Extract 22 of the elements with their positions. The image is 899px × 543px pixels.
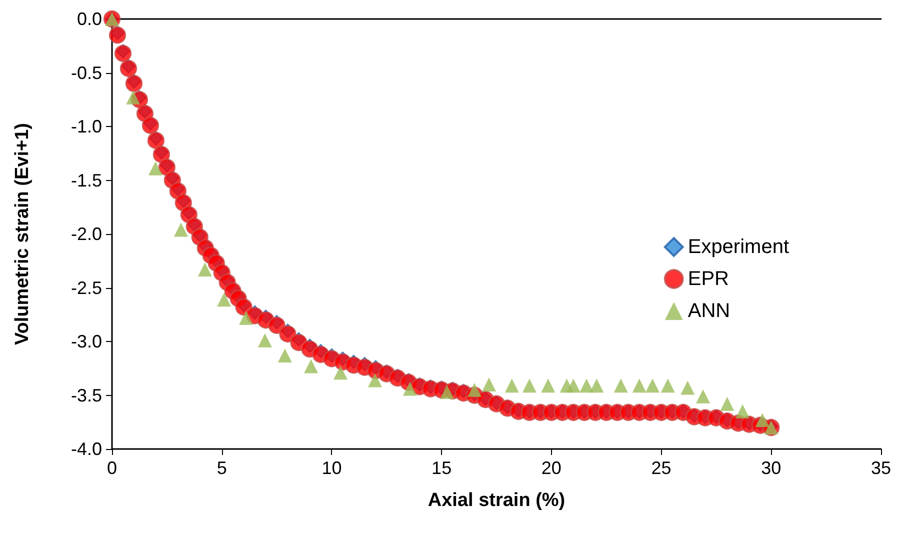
y-tick-label: -0.5 [70, 62, 102, 83]
x-tick-label: 20 [541, 458, 562, 478]
y-tick-label: 0.0 [76, 9, 102, 29]
y-tick-label: -3.5 [70, 385, 102, 406]
y-tick-label: -1.5 [70, 170, 102, 190]
y-axis-title: Volumetric strain (Evi+1) [12, 123, 33, 345]
x-tick-label: 30 [761, 458, 782, 478]
x-tick-label: 0 [106, 458, 118, 478]
y-tick-label: -4.0 [70, 439, 102, 459]
y-tick-label: -1.0 [70, 116, 102, 136]
x-tick-label: 35 [870, 458, 892, 478]
x-tick-label: 25 [651, 458, 672, 478]
legend-label: Experiment [688, 236, 790, 258]
x-tick-label: 15 [432, 458, 452, 478]
x-tick-label: 5 [216, 458, 227, 478]
x-axis-title: Axial strain (%) [428, 490, 566, 511]
legend-label: ANN [688, 300, 730, 322]
legend-label: EPR [688, 268, 729, 290]
y-tick-label: -2.0 [70, 224, 102, 244]
y-tick-label: -2.5 [70, 278, 102, 298]
x-tick-label: 10 [322, 458, 342, 478]
y-tick-label: -3.0 [70, 332, 102, 352]
